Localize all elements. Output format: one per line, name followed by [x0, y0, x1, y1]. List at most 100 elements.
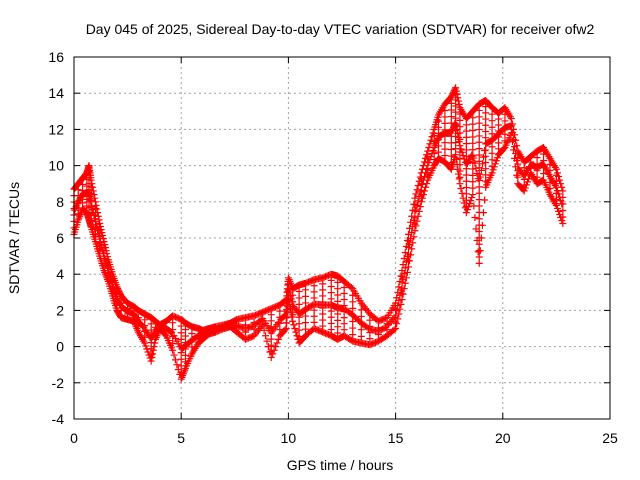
data-point [476, 247, 484, 255]
data-point [406, 257, 414, 265]
data-point [347, 283, 355, 291]
data-point [510, 146, 518, 154]
data-point [149, 350, 157, 358]
data-point [161, 331, 169, 339]
data-point [455, 175, 463, 183]
data-point [429, 147, 437, 155]
data-point [469, 184, 477, 192]
data-point [289, 311, 297, 319]
y-tick-label: 14 [48, 85, 64, 101]
data-point [514, 160, 522, 168]
data-point [340, 320, 348, 328]
data-point [422, 183, 430, 191]
data-point [310, 306, 318, 314]
data-point [452, 139, 460, 147]
data-point [475, 215, 483, 223]
data-point [546, 166, 554, 174]
data-point [334, 310, 342, 318]
data-point [327, 283, 335, 291]
data-point [430, 150, 438, 158]
data-point [434, 148, 442, 156]
data-point [349, 331, 357, 339]
data-point [319, 316, 327, 324]
data-point [416, 173, 424, 181]
data-point [455, 100, 463, 108]
data-point [181, 326, 189, 334]
data-point [96, 223, 104, 231]
y-tick-label: 10 [48, 158, 64, 174]
data-point [148, 353, 156, 361]
data-point [457, 145, 465, 153]
data-point [452, 151, 460, 159]
data-point [390, 326, 398, 334]
data-point [412, 222, 420, 230]
data-point [430, 131, 438, 139]
data-point [552, 165, 560, 173]
data-point [454, 170, 462, 178]
data-point [475, 177, 483, 185]
data-point [512, 136, 520, 144]
data-point [454, 97, 462, 105]
data-point [464, 203, 472, 211]
x-tick-label: 10 [281, 430, 297, 446]
data-point [394, 315, 402, 323]
data-point [488, 130, 496, 138]
data-point [401, 279, 409, 287]
data-point [559, 220, 567, 228]
data-point [92, 221, 100, 229]
data-point [290, 321, 298, 329]
data-point [91, 194, 99, 202]
data-point [334, 291, 342, 299]
y-tick-label: -2 [52, 375, 65, 391]
data-point [101, 244, 109, 252]
data-point [91, 198, 99, 206]
data-point [181, 332, 189, 340]
data-point [453, 90, 461, 98]
data-point [452, 121, 460, 129]
data-point [482, 165, 490, 173]
data-point [482, 134, 490, 142]
data-point [492, 157, 500, 165]
data-point [452, 84, 460, 92]
data-point [421, 158, 429, 166]
data-point [273, 339, 281, 347]
data-point [327, 313, 335, 321]
data-point [94, 209, 102, 217]
data-point [181, 351, 189, 359]
x-tick-labels: 0 5 10 15 20 25 [70, 430, 618, 446]
data-point [510, 125, 518, 133]
data-point [94, 212, 102, 220]
data-point [489, 166, 497, 174]
data-point [114, 284, 122, 292]
data-point [462, 190, 470, 198]
data-point [500, 145, 508, 153]
data-point [441, 145, 449, 153]
data-point [124, 305, 132, 313]
data-point [93, 205, 101, 213]
data-point [291, 325, 299, 332]
data-point [447, 106, 455, 114]
x-tick-label: 25 [602, 430, 618, 446]
data-point [181, 345, 189, 353]
data-point [482, 152, 490, 160]
data-point [488, 156, 496, 164]
data-point [104, 253, 112, 261]
data-point [468, 194, 476, 202]
data-point [558, 183, 566, 191]
data-point [392, 325, 400, 332]
data-point [411, 227, 419, 235]
data-point [99, 235, 107, 243]
y-tick-label: 6 [56, 230, 64, 246]
data-point [556, 176, 564, 184]
data-point [334, 278, 342, 286]
data-point [177, 322, 185, 330]
data-point [467, 197, 475, 205]
data-point [448, 91, 456, 99]
data-point [340, 326, 348, 334]
data-point [170, 351, 178, 359]
data-point [427, 153, 435, 161]
data-point [462, 209, 470, 217]
data-point [471, 213, 479, 221]
y-axis-label: SDTVAR / TECUs [6, 182, 22, 294]
data-point [71, 206, 79, 214]
